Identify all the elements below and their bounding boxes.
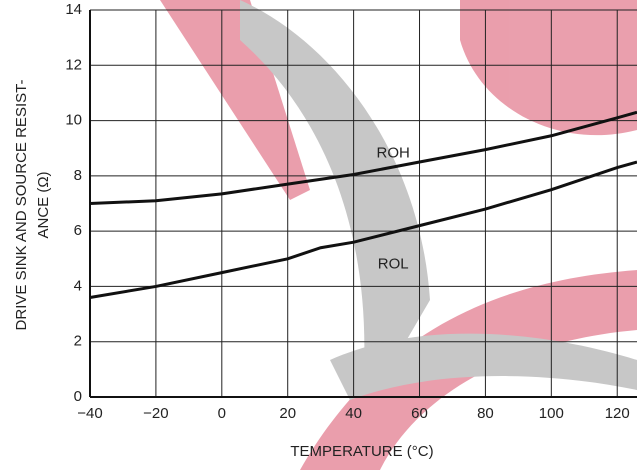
y-tick-label: 0 <box>74 388 82 405</box>
watermark-shape <box>160 0 310 200</box>
watermark-shape <box>460 0 637 136</box>
y-tick-label: 14 <box>65 1 82 18</box>
watermark-shape <box>240 0 430 420</box>
x-tick-label: −20 <box>143 405 168 422</box>
y-axis-title-line: ANCE (Ω) <box>35 171 52 238</box>
x-tick-label: 60 <box>411 405 428 422</box>
watermark-shape <box>330 333 637 400</box>
y-tick-label: 4 <box>74 277 82 294</box>
series-label: ROL <box>378 255 409 272</box>
x-tick-label: 40 <box>345 405 362 422</box>
x-tick-label: 80 <box>477 405 494 422</box>
y-axis-title-line: DRIVE SINK AND SOURCE RESIST- <box>13 80 30 331</box>
series-label: ROH <box>376 145 409 162</box>
y-tick-label: 6 <box>74 222 82 239</box>
y-tick-label: 8 <box>74 167 82 184</box>
watermark <box>160 0 637 470</box>
x-tick-label: 0 <box>218 405 226 422</box>
x-tick-label: 100 <box>539 405 564 422</box>
data-line <box>89 160 637 299</box>
y-tick-label: 10 <box>65 112 82 129</box>
y-tick-label: 2 <box>74 333 82 350</box>
data-line <box>89 110 637 205</box>
y-axis-title: DRIVE SINK AND SOURCE RESIST- ANCE (Ω) <box>13 80 52 331</box>
x-tick-label: 20 <box>279 405 296 422</box>
x-axis-title: TEMPERATURE (°C) <box>290 443 433 460</box>
x-tick-label: 120 <box>605 405 630 422</box>
x-tick-label: −40 <box>77 405 102 422</box>
y-tick-label: 12 <box>65 56 82 73</box>
